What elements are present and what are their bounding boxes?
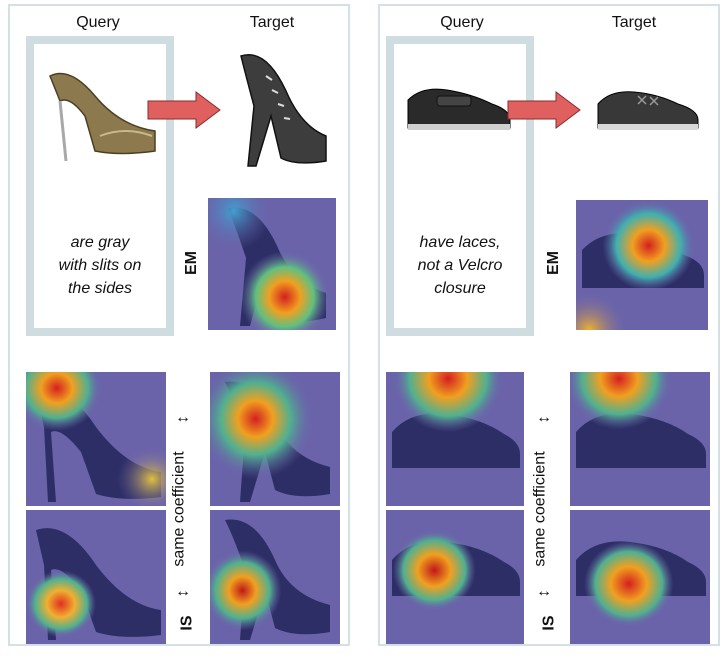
query-text: are gray with slits on the sides: [58, 234, 142, 297]
query-header: Query: [440, 14, 484, 31]
is-heatmap-query-bottom: [26, 510, 166, 644]
right-panel: Query Target have laces, not a Velcro cl…: [378, 4, 720, 646]
query-text: have laces, not a Velcro closure: [417, 234, 503, 297]
query-heel-image: [49, 72, 156, 162]
is-label: IS: [540, 615, 558, 631]
is-heatmap-target-top: [570, 372, 710, 506]
left-panel: Query Target are gray with slits on the …: [8, 4, 350, 646]
is-heatmap-target-top: [210, 372, 340, 506]
target-laced-shoe-image: [597, 91, 699, 130]
is-heatmap-target-bottom: [210, 510, 340, 644]
target-header: Target: [611, 14, 657, 31]
query-header: Query: [76, 14, 120, 31]
em-label: EM: [183, 251, 200, 275]
double-arrow-top: ↔: [536, 409, 552, 426]
double-arrow-top: ↔: [175, 409, 191, 426]
query-to-target-arrow: [507, 91, 581, 129]
is-heatmap-query-top: [26, 372, 166, 506]
is-heatmap-query-top: [386, 372, 524, 506]
query-frame: [26, 36, 174, 336]
is-label: IS: [178, 615, 196, 631]
same-coefficient-label: same coefficient: [531, 451, 549, 567]
double-arrow-bottom: ↔: [536, 583, 552, 600]
is-heatmap-target-bottom: [570, 510, 710, 644]
em-heatmap-target: [576, 200, 708, 330]
target-heel-image: [240, 54, 327, 167]
query-to-target-arrow: [147, 91, 221, 129]
double-arrow-bottom: ↔: [175, 583, 191, 600]
query-frame: [386, 36, 534, 336]
same-coefficient-label: same coefficient: [170, 451, 188, 567]
query-velcro-shoe-image: [407, 88, 511, 130]
target-header: Target: [249, 14, 295, 31]
em-heatmap-target: [208, 198, 336, 330]
em-label: EM: [545, 251, 562, 275]
is-heatmap-query-bottom: [386, 510, 524, 644]
